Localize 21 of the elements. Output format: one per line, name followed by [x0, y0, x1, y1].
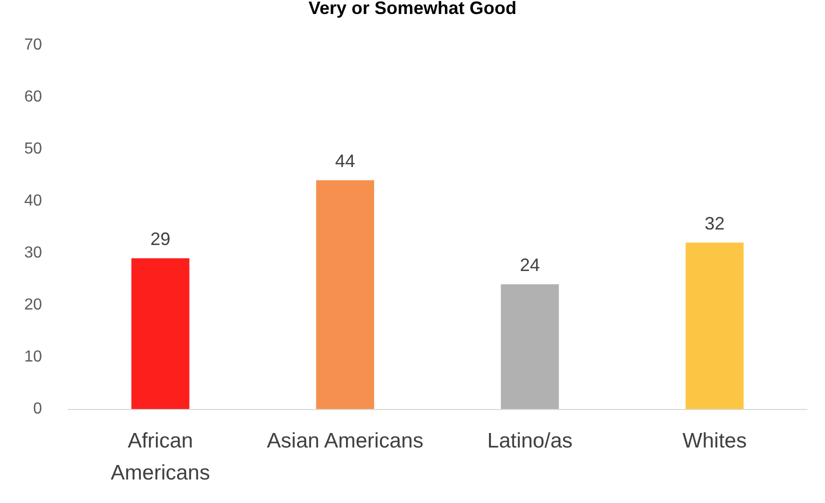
y-tick-label: 10 — [24, 348, 42, 366]
data-label: 44 — [335, 151, 356, 172]
x-tick-label: African Americans — [110, 430, 210, 484]
y-tick-label: 50 — [24, 140, 42, 158]
bar — [500, 284, 559, 409]
bar — [686, 242, 744, 409]
y-tick-label: 20 — [24, 296, 42, 314]
x-tick-label: Whites — [682, 430, 747, 452]
y-tick-label: 0 — [33, 400, 42, 418]
chart-title: Very or Somewhat Good — [308, 0, 517, 18]
x-tick-label: Asian Americans — [266, 430, 424, 452]
y-tick-label: 30 — [24, 244, 42, 262]
y-tick-label: 70 — [24, 36, 42, 54]
y-tick-label: 40 — [24, 192, 42, 210]
data-label: 32 — [704, 214, 725, 234]
data-label: 24 — [520, 255, 540, 276]
y-tick-label: 60 — [24, 88, 42, 106]
x-tick-label: Latino/as — [487, 430, 572, 452]
bar — [316, 180, 374, 409]
bar — [131, 258, 190, 409]
data-label: 29 — [150, 229, 170, 250]
